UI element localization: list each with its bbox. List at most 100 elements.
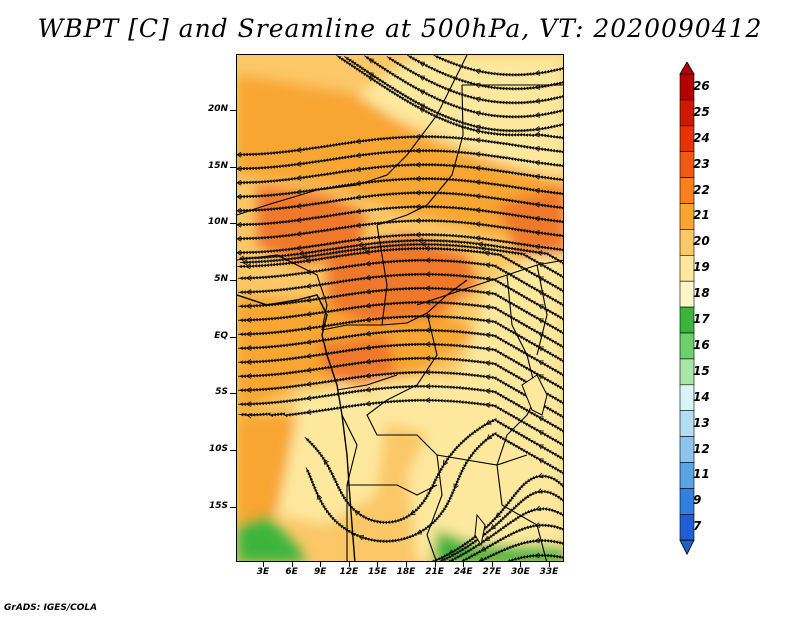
lat-label: EQ — [214, 331, 228, 341]
streamline-arrow — [534, 145, 540, 152]
streamline — [507, 553, 563, 561]
streamline-arrow — [296, 217, 302, 223]
streamline-arrow — [425, 341, 431, 348]
lat-tick — [230, 393, 236, 394]
streamline-arrow — [485, 388, 491, 394]
streamline-arrow — [365, 386, 371, 393]
colorbar-swatch — [679, 410, 695, 437]
colorbar-label: 18 — [693, 286, 710, 301]
streamlines — [237, 55, 563, 561]
lon-label: 15E — [368, 567, 387, 577]
streamline-arrow — [538, 304, 544, 310]
lon-tick — [406, 562, 407, 567]
streamline-arrow — [365, 288, 371, 295]
streamline-arrow — [355, 152, 361, 159]
colorbar-label: 13 — [693, 415, 710, 430]
colorbar — [679, 62, 695, 556]
streamline-arrow — [365, 302, 371, 309]
streamline-arrow — [237, 151, 242, 158]
colorbar-swatch — [679, 462, 695, 489]
streamline-arrow — [424, 245, 430, 252]
lat-label: 15S — [208, 501, 228, 511]
lon-tick — [320, 562, 322, 567]
streamline-arrow — [481, 546, 487, 552]
streamline-arrow — [237, 249, 242, 256]
lon-label: 12E — [339, 567, 359, 577]
streamline-arrow — [419, 103, 426, 109]
lake-small — [474, 513, 486, 547]
streamline-arrow — [534, 159, 540, 166]
streamline-arrow — [534, 201, 540, 208]
streamline-arrow — [490, 524, 496, 530]
lat-label: 15N — [207, 161, 228, 171]
lat-label: 10S — [208, 444, 228, 454]
streamline — [336, 55, 563, 140]
streamline-arrow — [296, 231, 302, 237]
streamline-arrow — [237, 235, 242, 242]
streamline-arrow — [358, 241, 364, 248]
streamline-arrow — [534, 131, 540, 138]
streamline-arrow — [355, 236, 361, 243]
colorbar-label: 19 — [693, 260, 710, 275]
streamline-arrow — [415, 147, 421, 154]
streamline-arrow — [535, 537, 540, 544]
streamline-arrow — [425, 271, 431, 278]
colorbar-swatch — [679, 306, 695, 334]
streamline-arrow — [368, 58, 374, 64]
colorbar-swatch — [679, 280, 695, 308]
streamline-arrow — [538, 444, 544, 450]
streamline-arrow — [237, 165, 242, 172]
streamline-arrow — [237, 221, 242, 228]
streamline-arrow — [246, 373, 252, 379]
lake — [521, 374, 548, 416]
streamline-arrow — [237, 207, 242, 214]
grads-credit: GrADS: IGES/COLA — [4, 603, 98, 613]
map-panel — [236, 54, 564, 562]
streamline-arrow — [365, 344, 371, 351]
streamline-arrow — [425, 369, 431, 376]
streamline-arrow — [246, 289, 252, 295]
streamline-arrow — [425, 383, 431, 390]
colorbar-label: 15 — [693, 363, 710, 378]
colorbar-swatch — [679, 488, 695, 515]
streamline-arrow — [485, 318, 491, 324]
lat-tick — [230, 280, 236, 281]
streamline-arrow — [306, 325, 312, 331]
colorbar-label: 20 — [693, 234, 710, 249]
streamline-arrow — [246, 359, 252, 365]
streamline-arrow — [306, 339, 312, 345]
lat-tick — [230, 167, 236, 168]
streamline-arrow — [365, 400, 371, 407]
streamline-arrow — [534, 229, 540, 236]
streamline-arrow — [485, 262, 491, 268]
streamline-arrow — [485, 304, 491, 310]
streamline-arrow — [417, 529, 423, 535]
streamline-arrow — [538, 374, 544, 380]
lon-label: 27E — [482, 567, 502, 577]
streamline-arrow — [478, 557, 485, 561]
colorbar-label: 14 — [693, 389, 710, 404]
colorbar-label: 12 — [693, 441, 710, 456]
streamline — [461, 523, 563, 561]
streamline-arrow — [368, 76, 374, 82]
lat-tick — [230, 507, 236, 508]
lon-tick — [434, 562, 436, 567]
streamline-arrow — [419, 75, 426, 81]
streamline-arrow — [475, 165, 481, 172]
colorbar-bottom-arrow — [679, 539, 695, 556]
streamline-arrow — [246, 317, 252, 323]
streamline-arrow — [415, 161, 421, 168]
country-borders — [237, 55, 563, 561]
lon-label: 21E — [425, 567, 444, 577]
lat-label: 5N — [214, 274, 228, 284]
streamline-arrow — [415, 231, 421, 238]
colorbar-swatch — [679, 151, 695, 178]
colorbar-swatch — [679, 99, 695, 127]
streamline-arrow — [475, 151, 481, 158]
streamline-arrow — [538, 416, 544, 422]
lat-tick — [230, 110, 236, 111]
lon-tick — [549, 562, 550, 567]
lon-label: 33E — [539, 567, 559, 577]
green-zone-southwest — [237, 515, 306, 561]
colorbar-label: 26 — [693, 78, 710, 93]
